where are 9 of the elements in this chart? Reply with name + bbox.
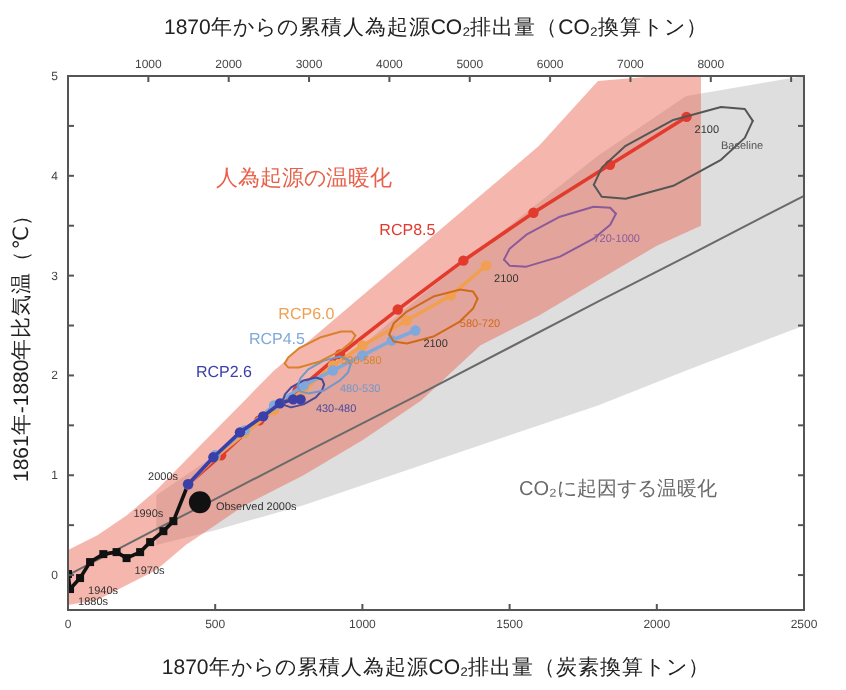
series-label: RCP8.5 [379, 220, 437, 239]
series-label: RCP4.5 [248, 330, 307, 349]
x-axis-title: 1870年からの累積人為起源CO₂排出量（炭素換算トン） [161, 654, 711, 680]
series-label: RCP6.0 [278, 305, 336, 324]
y-axis-title: 1861年-1880年比気温（℃） [8, 203, 34, 483]
x2-axis-title: 1870年からの累積人為起源CO₂排出量（CO₂換算トン） [163, 14, 709, 40]
legend-label: 人為起源の温暖化 [215, 165, 392, 192]
text: CO₂に起因する温暖化 [519, 477, 717, 502]
series-label: RCP2.6 [195, 363, 254, 382]
